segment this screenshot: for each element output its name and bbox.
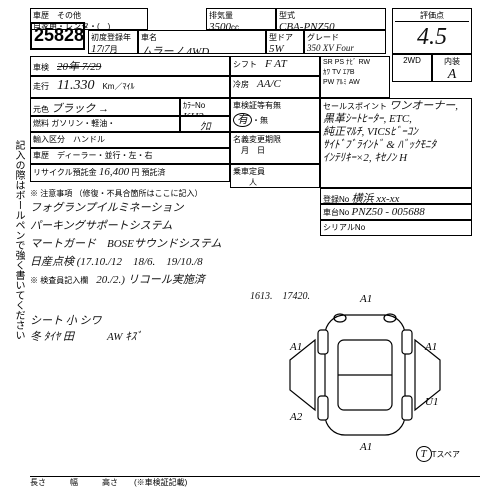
- ac-cell: 冷房 AA/C: [230, 76, 320, 98]
- vendor-cell: 乗車定員 人: [230, 164, 320, 188]
- odo-label: 走行: [33, 82, 49, 91]
- recycle-value: 16,400: [99, 166, 129, 178]
- shaken-cell: 車検 20年 7/29: [30, 56, 230, 76]
- colorcode-cell: ｶﾗｰNo KH3: [180, 98, 230, 116]
- doors-label: 型ドア: [269, 33, 293, 42]
- grade-value: 350 XV Four: [307, 43, 354, 53]
- mark-a2: A2: [289, 411, 303, 423]
- grade-label: グレード: [307, 33, 339, 42]
- odo-unit: Km／ﾏｲﾙ: [102, 82, 134, 91]
- spare-value: T: [416, 446, 432, 462]
- disp-value: 3500: [209, 21, 231, 30]
- docs-cell: 車検証等有無 有・無: [230, 98, 320, 132]
- model-label: 型式: [279, 11, 295, 20]
- chassis-value: PNZ50 - 005688: [351, 206, 424, 218]
- serial-cell: シリアルNo: [320, 220, 472, 236]
- cc: cc: [231, 23, 239, 30]
- side-instruction: 記入の際はボールペンで強く書いてください: [2, 100, 26, 380]
- fuel-cell: 燃料 ガソリン・軽油・: [30, 116, 180, 132]
- color-value: ブラック →: [51, 103, 109, 115]
- shaken-label: 車検: [33, 63, 49, 72]
- dealer-cell: 車歴 ディーラー・並行・左・右: [30, 148, 230, 164]
- chassis-cell: 車台No PNZ50 - 005688: [320, 204, 472, 220]
- shift-value: F AT: [265, 58, 287, 70]
- mark-a1-top: A1: [359, 293, 372, 305]
- disp-cell: 排気量 3500cc: [206, 8, 276, 30]
- carname-value: ムラーノ 4WD: [141, 46, 209, 54]
- shift-label: シフト: [233, 60, 257, 69]
- history-label: 車歴: [33, 11, 49, 20]
- regchange-cell: 名義変更期限 月 日: [230, 132, 320, 164]
- model-value: CBA-PNZ50: [279, 21, 335, 30]
- grade-cell: グレード 350 XV Four: [304, 30, 386, 54]
- damage-diagram: A1 A1 U1 A1 A2 A1 TTスペア: [270, 290, 460, 460]
- ac-label: 冷房: [233, 80, 249, 89]
- mark-a1-l: A1: [289, 341, 302, 353]
- year-value: 17: [91, 43, 102, 54]
- notes-block: ※ 注意事項 （修復・不具合箇所はここに記入） フォグランプイルミネーション パ…: [30, 188, 310, 344]
- month-lbl: 月: [110, 45, 118, 54]
- equip-grid: SR PS ﾅﾋﾞ RW ｶﾜ TV ｴｱB PW ｱﾙﾐ AW: [320, 56, 390, 98]
- color-label: 元色: [33, 105, 49, 114]
- ac-value: AA/C: [257, 78, 281, 90]
- score-value: 4.5: [395, 22, 469, 52]
- sales-box: セールスポイント ワンオーナー, 黒革ｼｰﾄﾋｰﾀｰ, ETC, 純正ﾏﾙﾁ, …: [320, 98, 472, 188]
- recycle-cell: リサイクル預託金 16,400 円 預託済: [30, 164, 230, 182]
- import-cell: 輸入区分 ハンドル: [30, 132, 230, 148]
- doors-value: 5W: [269, 43, 284, 54]
- docs-circled: 有: [233, 113, 252, 127]
- sales-label: セールスポイント: [323, 102, 387, 111]
- doors-cell: 型ドア 5W: [266, 30, 304, 54]
- regchange-label: 名義変更期限: [233, 135, 281, 144]
- mark-u1: U1: [425, 396, 438, 408]
- spare-label: Tスペア: [432, 450, 460, 459]
- shaken-value: 20年 7/29: [57, 61, 101, 73]
- score-label: 評価点: [395, 10, 469, 22]
- reg-cell: 登録No 横浜 xx-xx: [320, 188, 472, 204]
- year-cell: 初度登録年 17/7月: [88, 30, 138, 54]
- score-box: 評価点 4.5: [392, 8, 472, 54]
- shift-cell: シフト F AT: [230, 56, 320, 76]
- inspector-label: 検査員記入欄: [40, 276, 88, 285]
- mark-a1-bot: A1: [359, 441, 372, 453]
- interior-cell: 内装 A: [432, 54, 472, 82]
- int-value: A: [448, 67, 457, 82]
- int-label: 内装: [444, 57, 460, 66]
- notes-label: 注意事項 （修復・不具合箇所はここに記入）: [40, 189, 202, 198]
- spare-box: TTスペア: [416, 448, 460, 460]
- history-cell: 車歴 その他 自家用・レンタ・( ): [30, 8, 148, 30]
- odo-cell: 走行 11.330 Km／ﾏｲﾙ: [30, 76, 230, 98]
- color-cell: 元色 ブラック →: [30, 98, 180, 116]
- docs-label: 車検証等有無: [233, 101, 281, 110]
- mark-a1-r: A1: [424, 341, 437, 353]
- carname-label: 車名: [141, 33, 157, 42]
- reg-value: 横浜 xx-xx: [351, 193, 399, 204]
- drive: 2WD: [403, 56, 421, 65]
- history-opts: 自家用・レンタ・( ): [33, 22, 110, 30]
- bottom-row: 長さ 幅 高さ (※車検証記載): [30, 476, 480, 496]
- fuel-other: ｸﾛ: [180, 116, 230, 132]
- odo-value: 11.330: [57, 78, 94, 93]
- model-cell: 型式 CBA-PNZ50: [276, 8, 386, 30]
- carname-cell: 車名 ムラーノ 4WD: [138, 30, 266, 54]
- car-svg: A1 A1 U1 A1 A2 A1: [270, 290, 460, 460]
- disp-label: 排気量: [209, 11, 233, 20]
- year-label: 初度登録年: [91, 33, 131, 42]
- other-label: その他: [57, 11, 81, 20]
- drive-cell: 2WD: [392, 54, 432, 82]
